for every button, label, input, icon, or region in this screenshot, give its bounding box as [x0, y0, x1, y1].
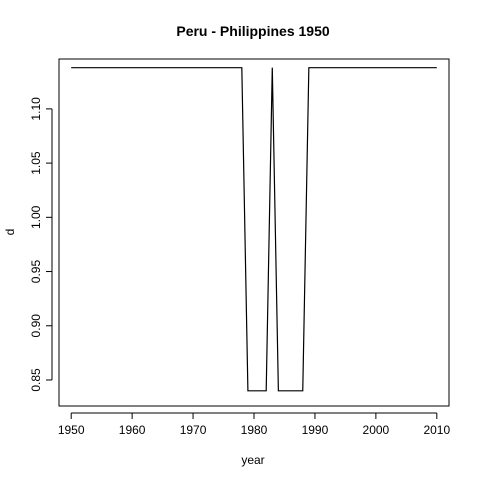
- y-axis: 0.85 0.90 0.95 1.00 1.05 1.10: [29, 97, 53, 392]
- series-line-1: [71, 67, 437, 392]
- y-tick-label: 1.05: [29, 151, 43, 175]
- series-layer: [71, 67, 437, 392]
- x-tick-label: 1980: [241, 423, 268, 437]
- y-tick-label: 1.00: [29, 205, 43, 229]
- x-tick-label: 1960: [119, 423, 146, 437]
- plot-frame: [58, 58, 450, 407]
- x-tick-label: 1950: [58, 423, 85, 437]
- y-tick-label: 0.95: [29, 260, 43, 284]
- x-tick-label: 2010: [423, 423, 450, 437]
- y-tick-label: 0.85: [29, 368, 43, 392]
- y-tick-label: 0.90: [29, 314, 43, 338]
- y-tick-label: 1.10: [29, 97, 43, 121]
- chart-title: Peru - Philippines 1950: [176, 23, 329, 39]
- x-axis-label: year: [241, 453, 264, 467]
- x-tick-label: 1970: [180, 423, 207, 437]
- x-axis: 1950 1960 1970 1980 1990 2000 2010: [58, 412, 450, 437]
- x-tick-label: 2000: [363, 423, 390, 437]
- y-axis-label: d: [3, 229, 17, 236]
- x-tick-label: 1990: [302, 423, 329, 437]
